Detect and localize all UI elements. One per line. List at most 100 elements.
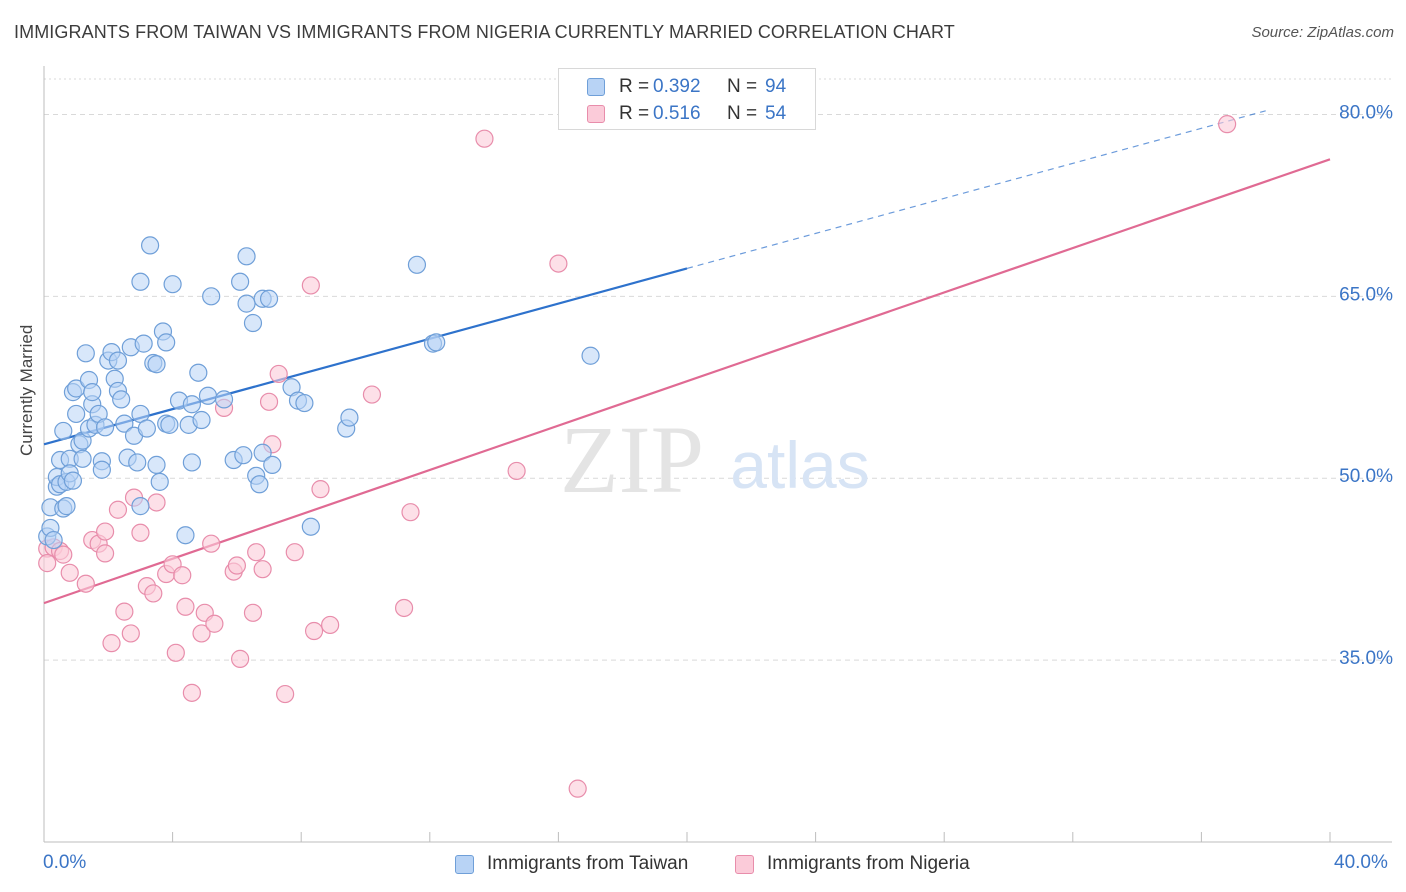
taiwan-point [234, 446, 253, 465]
nigeria-point [304, 621, 324, 641]
taiwan-point [140, 236, 160, 255]
nigeria-point [475, 129, 494, 148]
y-axis-label: Currently Married [17, 324, 36, 456]
taiwan-point [253, 443, 272, 462]
nigeria-point [176, 597, 195, 616]
r-value: 0.516 [653, 103, 701, 124]
n-label: N = [727, 76, 758, 97]
nigeria-point [401, 503, 420, 522]
taiwan-point [44, 530, 63, 550]
taiwan-point [112, 390, 131, 409]
y-tick-label: 80.0% [1339, 102, 1393, 123]
nigeria-legend-swatch [735, 855, 754, 874]
nigeria-point [269, 364, 288, 384]
taiwan-point [95, 418, 115, 437]
nigeria-point [166, 643, 185, 662]
nigeria-point [285, 543, 304, 562]
taiwan-point [259, 289, 279, 308]
taiwan-point [92, 460, 111, 479]
taiwan-point [83, 383, 102, 402]
nigeria-point [301, 276, 320, 295]
nigeria-trend-line [43, 158, 1331, 605]
nigeria-point [227, 556, 246, 575]
nigeria-point [259, 392, 279, 411]
taiwan-point [295, 393, 314, 413]
taiwan-point [63, 471, 83, 490]
nigeria-point [95, 522, 115, 541]
taiwan-point [192, 410, 211, 430]
taiwan-point [427, 333, 446, 352]
nigeria-point [54, 545, 73, 564]
r-label: R = [619, 76, 650, 97]
nigeria-point [102, 634, 121, 653]
n-value: 94 [765, 76, 787, 97]
nigeria-legend-label: Immigrants from Nigeria [767, 853, 970, 874]
nigeria-point [76, 574, 95, 593]
taiwan-point [147, 455, 166, 474]
taiwan-point [182, 453, 201, 472]
n-value: 54 [765, 103, 787, 124]
taiwan-point [67, 404, 86, 424]
nigeria-point [568, 779, 587, 798]
nigeria-point [507, 461, 526, 481]
nigeria-point [549, 254, 568, 273]
nigeria-point [115, 602, 134, 621]
taiwan-point [301, 517, 320, 536]
taiwan-legend-label: Immigrants from Taiwan [487, 853, 689, 874]
taiwan-point [189, 363, 208, 382]
taiwan-point [137, 419, 156, 438]
nigeria-point [243, 603, 263, 622]
nigeria-point [394, 598, 414, 618]
taiwan-point [198, 386, 218, 405]
taiwan-point [202, 287, 221, 306]
y-tick-label: 50.0% [1339, 466, 1393, 487]
nigeria-point [192, 624, 211, 643]
y-tick-label: 35.0% [1339, 648, 1393, 669]
r-value: 0.392 [653, 76, 701, 97]
trend-lines [43, 110, 1331, 605]
nigeria-points [38, 115, 1237, 798]
taiwan-point [76, 344, 95, 363]
taiwan-point [176, 526, 195, 545]
taiwan-point [134, 334, 153, 353]
taiwan-trend-line [43, 267, 688, 446]
taiwan-point [231, 272, 250, 291]
taiwan-point [147, 355, 166, 374]
taiwan-point [182, 395, 201, 414]
taiwan-point [340, 408, 359, 427]
nigeria-point [276, 684, 295, 704]
taiwan-point [108, 351, 128, 370]
taiwan-point [237, 247, 256, 266]
nigeria-point [1218, 115, 1237, 134]
taiwan-point [157, 333, 176, 352]
nigeria-swatch [587, 105, 605, 123]
taiwan-swatch [587, 78, 605, 96]
taiwan-trend-extension [686, 110, 1266, 270]
taiwan-point [115, 414, 134, 433]
nigeria-point [131, 523, 150, 542]
nigeria-point [108, 500, 128, 519]
y-tick-label: 65.0% [1339, 284, 1393, 305]
nigeria-point [253, 560, 272, 579]
taiwan-point [128, 453, 147, 472]
nigeria-point [321, 615, 340, 635]
taiwan-point [407, 255, 427, 274]
chart-title: IMMIGRANTS FROM TAIWAN VS IMMIGRANTS FRO… [14, 22, 955, 42]
taiwan-point [237, 294, 256, 313]
nigeria-point [60, 563, 79, 582]
nigeria-point [144, 584, 163, 603]
nigeria-point [38, 554, 57, 573]
taiwan-point [160, 415, 179, 434]
nigeria-point [205, 614, 224, 633]
nigeria-point [173, 566, 192, 585]
nigeria-point [182, 683, 201, 702]
nigeria-point [247, 543, 266, 562]
x-tick-label-max: 40.0% [1334, 852, 1388, 873]
axes [43, 66, 1392, 843]
taiwan-point [243, 313, 263, 333]
taiwan-point [57, 497, 76, 516]
taiwan-point [250, 475, 269, 494]
x-tick-label-min: 0.0% [43, 852, 87, 873]
r-label: R = [619, 103, 650, 124]
nigeria-point [231, 649, 250, 668]
